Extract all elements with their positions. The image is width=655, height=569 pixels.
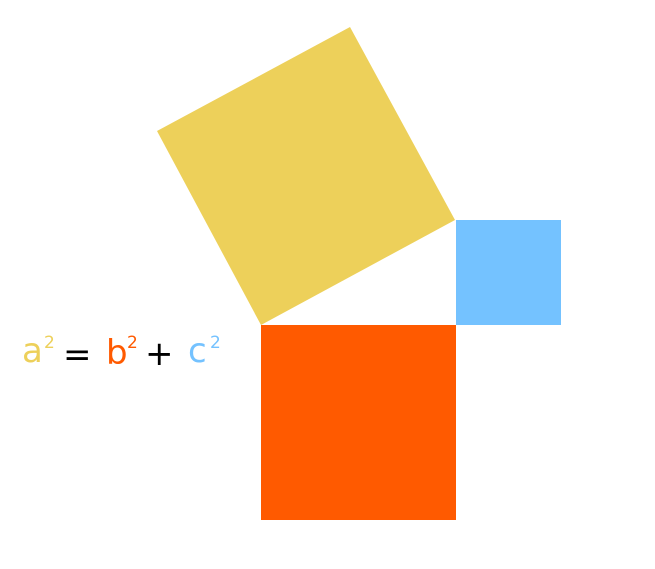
equation-b-exponent: 2	[127, 333, 138, 353]
equation-c-exponent: 2	[210, 333, 221, 353]
equation-a: a	[22, 331, 43, 371]
square-c	[456, 220, 561, 325]
equation-equals: =	[63, 335, 92, 375]
equation-c: c	[188, 331, 207, 371]
equation-plus: +	[145, 334, 174, 374]
square-a	[157, 27, 455, 325]
equation-a-exponent: 2	[44, 333, 55, 353]
square-b	[261, 325, 456, 520]
equation-b: b	[106, 333, 128, 373]
equation: a 2 = b 2 + c 2	[22, 331, 221, 375]
